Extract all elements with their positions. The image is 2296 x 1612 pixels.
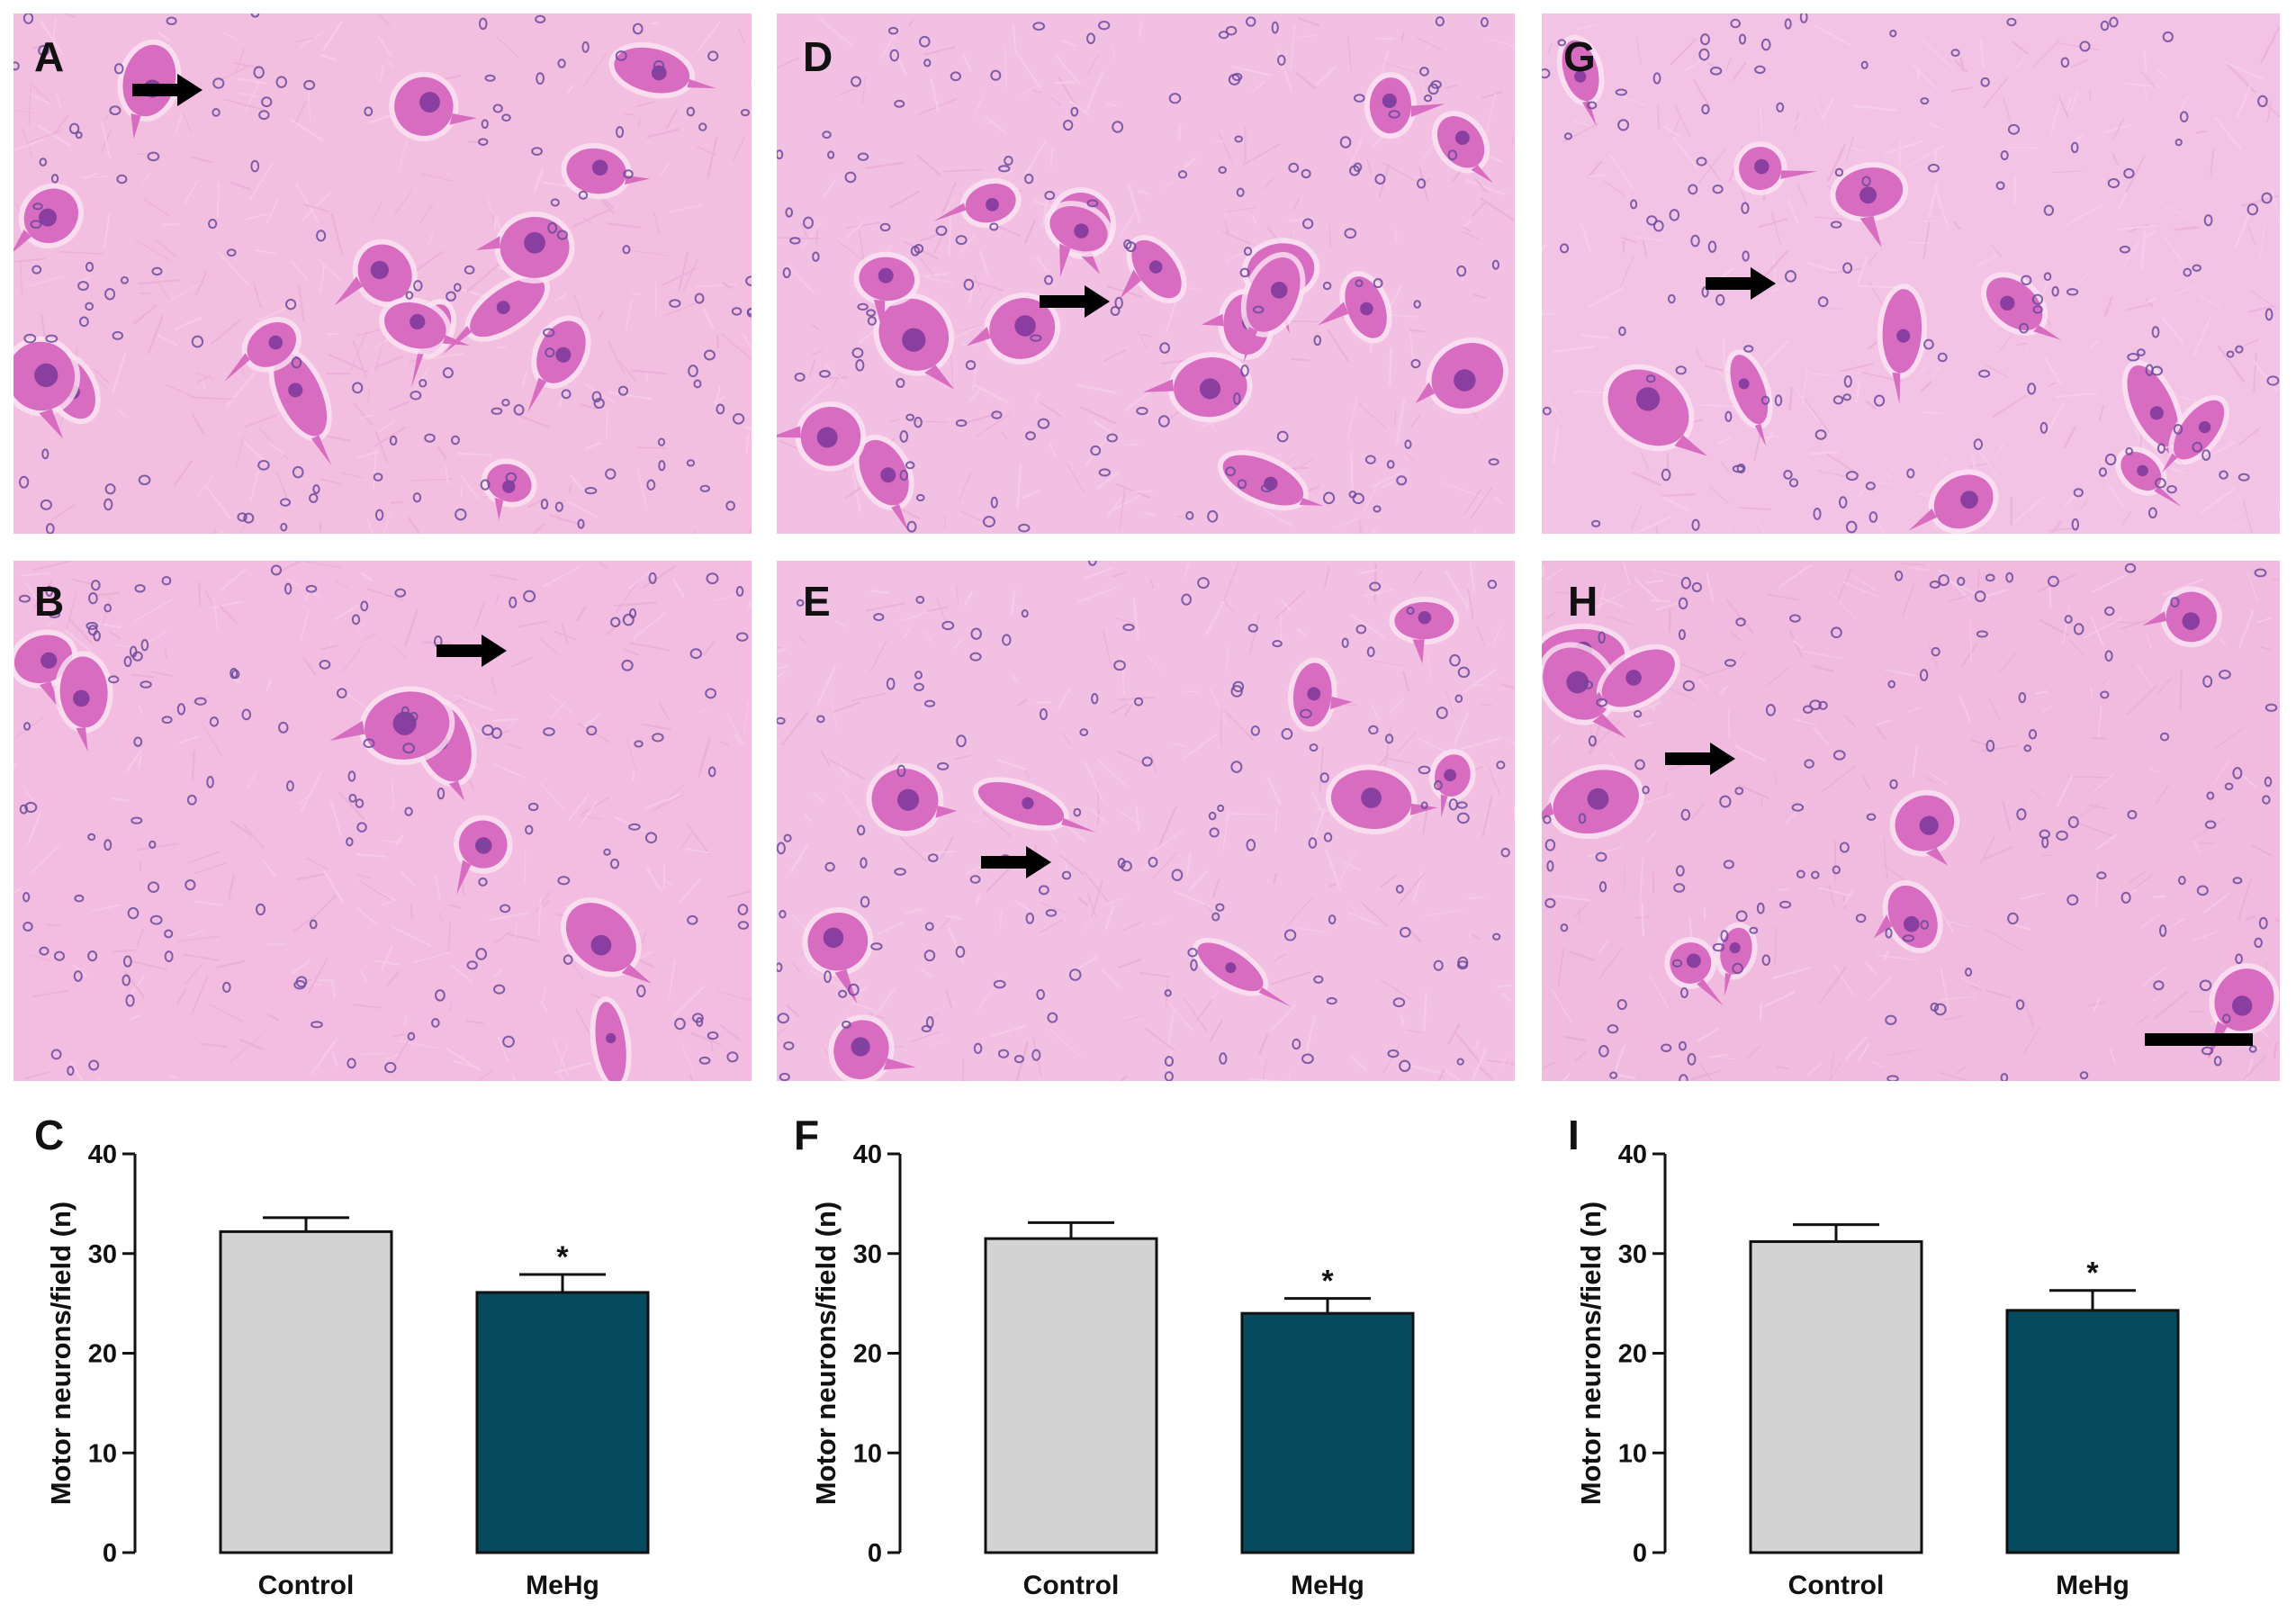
x-tick-label: Control — [1788, 1571, 1885, 1600]
chart-i: Motor neurons/field (n) 0 10 20 30 40 Control *… — [1530, 1094, 2296, 1612]
bar-mehg — [475, 1291, 650, 1554]
bar-control — [1749, 1239, 1923, 1554]
panel-label-h: H — [1568, 578, 1598, 625]
significance-marker: * — [2086, 1256, 2099, 1291]
micrograph-a — [14, 14, 752, 534]
arrow-right-icon — [1040, 285, 1110, 318]
micrograph-b — [14, 561, 752, 1081]
y-tick-label: 40 — [1618, 1140, 1647, 1169]
arrow-right-icon — [132, 74, 203, 106]
y-tick-label: 0 — [103, 1539, 117, 1568]
arrow-right-icon — [1665, 743, 1735, 775]
chart-f: Motor neurons/field (n) 0 10 20 30 40 Control *… — [765, 1094, 1530, 1612]
panel-label-g: G — [1563, 33, 1596, 80]
panel-label-d: D — [803, 33, 833, 80]
panel-label-a: A — [34, 33, 65, 80]
x-tick-label: Control — [1023, 1571, 1120, 1600]
y-tick-label: 10 — [88, 1439, 117, 1468]
micrograph-d — [777, 14, 1515, 534]
y-tick-label: 30 — [88, 1240, 117, 1269]
significance-marker: * — [556, 1240, 569, 1274]
y-tick-label: 20 — [853, 1340, 882, 1369]
y-tick-label: 0 — [1633, 1539, 1647, 1568]
x-tick-label: Control — [258, 1571, 355, 1600]
arrow-right-icon — [437, 635, 507, 667]
y-axis-label: Motor neurons/field (n) — [1575, 1202, 1607, 1506]
y-tick-label: 30 — [853, 1240, 882, 1269]
panel-label-i: I — [1568, 1112, 1580, 1158]
scale-bar — [2145, 1033, 2253, 1046]
y-axis-label: Motor neurons/field (n) — [810, 1202, 842, 1506]
y-tick-label: 40 — [853, 1140, 882, 1169]
micrograph-h — [1542, 561, 2280, 1081]
y-tick-label: 30 — [1618, 1240, 1647, 1269]
arrow-right-icon — [981, 846, 1051, 878]
micrograph-e — [777, 561, 1515, 1081]
bar-mehg — [2005, 1309, 2180, 1554]
y-tick-label: 20 — [88, 1340, 117, 1369]
x-tick-label: MeHg — [2056, 1571, 2129, 1600]
significance-marker: * — [1321, 1265, 1334, 1299]
bar-mehg — [1240, 1311, 1415, 1554]
y-tick-label: 20 — [1618, 1340, 1647, 1369]
panel-label-f: F — [794, 1112, 820, 1158]
y-tick-label: 10 — [853, 1439, 882, 1468]
x-tick-label: MeHg — [1291, 1571, 1364, 1600]
bar-control — [984, 1237, 1158, 1554]
y-axis-label: Motor neurons/field (n) — [45, 1202, 77, 1506]
bar-control — [219, 1229, 393, 1554]
micrograph-g — [1542, 14, 2280, 534]
x-tick-label: MeHg — [526, 1571, 599, 1600]
y-tick-label: 40 — [88, 1140, 117, 1169]
panel-label-c: C — [34, 1112, 65, 1158]
panel-label-e: E — [803, 578, 831, 625]
y-tick-label: 10 — [1618, 1439, 1647, 1468]
panel-label-b: B — [34, 578, 65, 625]
arrow-right-icon — [1706, 267, 1776, 300]
chart-c: Motor neurons/field (n) 0 10 20 30 40 Control *… — [0, 1094, 765, 1612]
y-tick-label: 0 — [868, 1539, 882, 1568]
